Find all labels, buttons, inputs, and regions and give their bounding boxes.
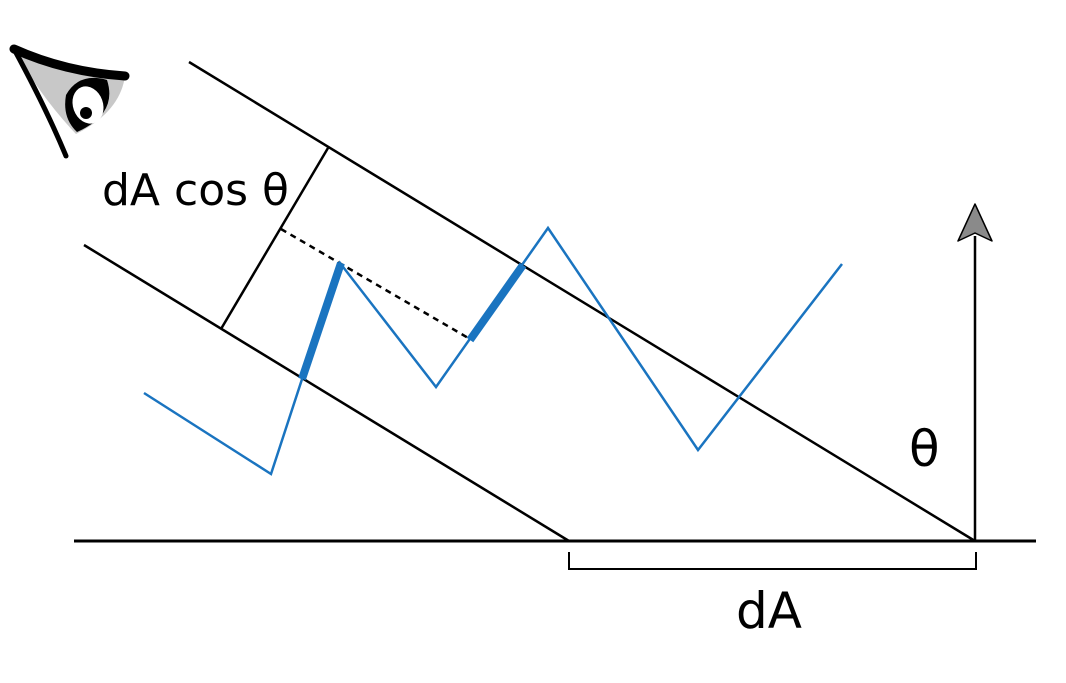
surface-profile [143,225,843,476]
projected-area-label: dA cos θ [102,165,289,216]
projected-width-segment [219,147,330,330]
eye-icon [9,44,130,159]
visible-facet-2 [466,262,527,343]
projection-dashed-line [280,227,471,341]
area-label: dA [736,582,802,640]
visible-facet-1 [298,261,345,381]
view-ray-upper [188,60,976,543]
area-bracket [568,552,977,570]
arrow-up-icon [957,203,993,242]
angle-label: θ [909,420,940,478]
view-ray-lower [83,243,570,543]
